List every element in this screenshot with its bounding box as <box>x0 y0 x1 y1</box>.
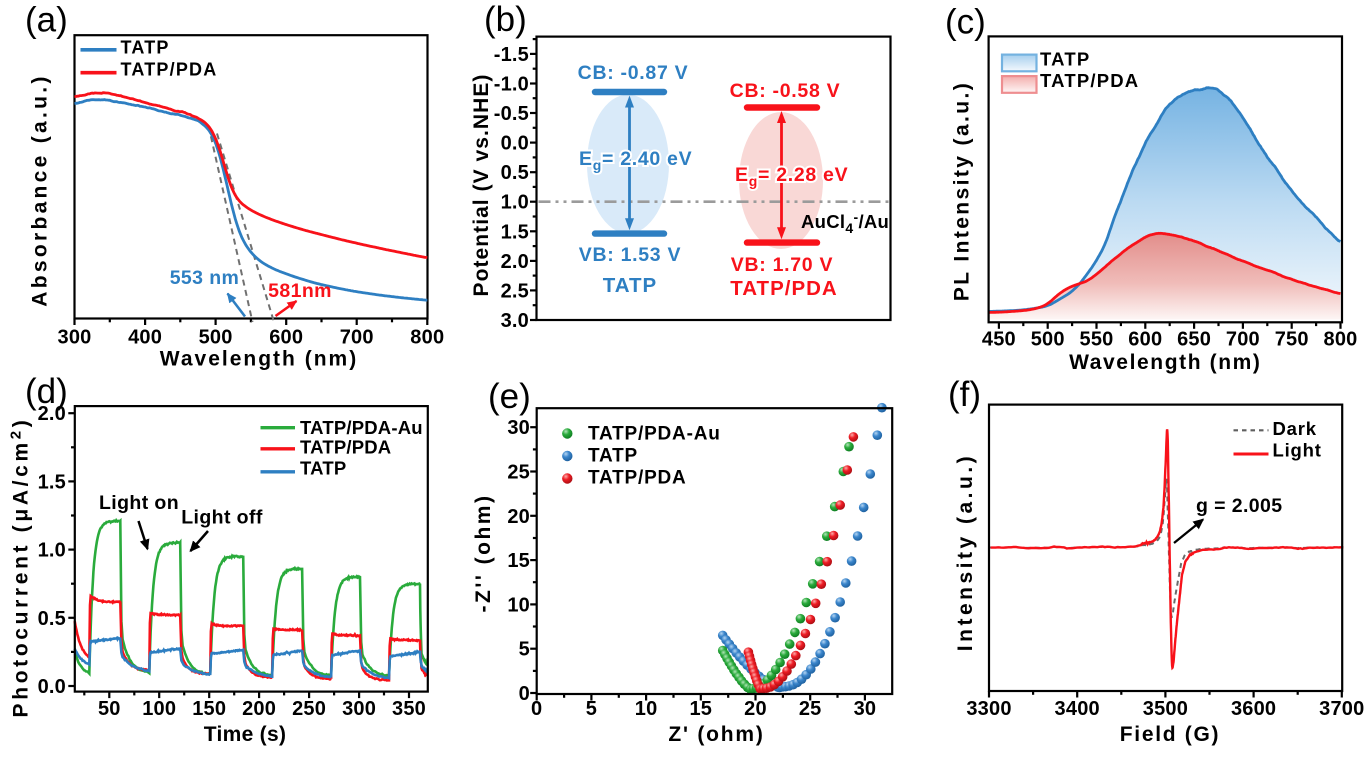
svg-text:Intensity (a.u.): Intensity (a.u.) <box>954 453 977 651</box>
svg-text:0.0: 0.0 <box>38 676 66 698</box>
svg-text:Dark: Dark <box>1273 418 1317 439</box>
svg-text:-0.5: -0.5 <box>494 103 529 125</box>
svg-text:(d): (d) <box>25 372 68 411</box>
svg-text:Wavelength (nm): Wavelength (nm) <box>160 348 358 371</box>
svg-text:30: 30 <box>854 698 877 720</box>
svg-text:Z' (ohm): Z' (ohm) <box>668 723 764 746</box>
svg-text:450: 450 <box>982 329 1016 351</box>
svg-text:30: 30 <box>507 417 530 439</box>
svg-text:TATP/PDA: TATP/PDA <box>300 437 391 458</box>
svg-text:2.0: 2.0 <box>38 403 66 425</box>
svg-text:600: 600 <box>1128 329 1162 351</box>
svg-text:1.0: 1.0 <box>501 192 529 214</box>
svg-text:AuCl4-/Au: AuCl4-/Au <box>801 209 889 236</box>
svg-text:Wavelength (nm): Wavelength (nm) <box>1069 351 1261 374</box>
svg-text:500: 500 <box>1031 329 1065 351</box>
svg-text:2.5: 2.5 <box>501 280 529 302</box>
svg-text:3300: 3300 <box>966 698 1011 720</box>
svg-text:3500: 3500 <box>1143 698 1188 720</box>
svg-text:TATP: TATP <box>1040 49 1090 70</box>
svg-text:(e): (e) <box>488 377 531 416</box>
svg-text:(c): (c) <box>945 3 986 42</box>
svg-text:Light on: Light on <box>99 492 179 514</box>
svg-text:700: 700 <box>1226 329 1260 351</box>
svg-text:600: 600 <box>269 327 303 349</box>
svg-text:Light: Light <box>1273 440 1322 461</box>
svg-text:Potential (V vs.NHE): Potential (V vs.NHE) <box>470 74 493 297</box>
svg-text:650: 650 <box>1177 329 1211 351</box>
svg-text:750: 750 <box>1275 329 1309 351</box>
svg-text:TATP: TATP <box>300 457 346 478</box>
svg-text:TATP/PDA: TATP/PDA <box>730 277 837 300</box>
svg-text:25: 25 <box>799 698 822 720</box>
svg-text:CB: -0.58 V: CB: -0.58 V <box>730 80 841 102</box>
svg-text:TATP/PDA: TATP/PDA <box>1040 70 1139 91</box>
svg-text:-1.0: -1.0 <box>494 74 529 96</box>
svg-text:3700: 3700 <box>1319 698 1364 720</box>
svg-text:0: 0 <box>531 698 542 720</box>
svg-text:(a): (a) <box>25 1 68 40</box>
svg-text:350: 350 <box>392 698 426 720</box>
svg-text:10: 10 <box>507 594 530 616</box>
svg-text:TATP/PDA-Au: TATP/PDA-Au <box>300 417 423 438</box>
svg-text:TATP: TATP <box>603 274 657 297</box>
svg-text:TATP/PDA-Au: TATP/PDA-Au <box>588 424 721 445</box>
svg-text:3.0: 3.0 <box>501 310 529 332</box>
svg-text:PL Intensity (a.u.): PL Intensity (a.u.) <box>951 81 974 301</box>
svg-text:15: 15 <box>507 550 530 572</box>
svg-text:5: 5 <box>519 639 530 661</box>
svg-text:200: 200 <box>242 698 276 720</box>
svg-text:TATP/PDA: TATP/PDA <box>588 468 687 489</box>
svg-text:Light off: Light off <box>181 506 263 528</box>
svg-text:800: 800 <box>1324 329 1358 351</box>
svg-text:3400: 3400 <box>1055 698 1100 720</box>
svg-text:800: 800 <box>410 327 444 349</box>
svg-text:VB: 1.70 V: VB: 1.70 V <box>731 254 833 276</box>
svg-text:250: 250 <box>292 698 326 720</box>
svg-text:-Z'' (ohm): -Z'' (ohm) <box>472 494 495 613</box>
svg-text:500: 500 <box>199 327 233 349</box>
svg-text:0.5: 0.5 <box>38 608 66 630</box>
svg-text:g = 2.005: g = 2.005 <box>1196 495 1283 517</box>
svg-text:0.5: 0.5 <box>501 162 529 184</box>
svg-text:550: 550 <box>1080 329 1114 351</box>
svg-text:400: 400 <box>128 327 162 349</box>
svg-text:TATP: TATP <box>588 446 638 467</box>
svg-text:5: 5 <box>586 698 597 720</box>
svg-text:700: 700 <box>340 327 374 349</box>
svg-text:300: 300 <box>58 327 92 349</box>
svg-text:Field (G): Field (G) <box>1120 723 1220 746</box>
svg-text:100: 100 <box>142 698 176 720</box>
svg-text:20: 20 <box>744 698 767 720</box>
svg-text:3600: 3600 <box>1231 698 1276 720</box>
svg-text:1.5: 1.5 <box>38 471 66 493</box>
svg-text:TATP/PDA: TATP/PDA <box>121 59 218 79</box>
svg-text:VB: 1.53 V: VB: 1.53 V <box>579 244 681 266</box>
svg-text:(b): (b) <box>484 0 527 39</box>
svg-text:0: 0 <box>519 683 530 705</box>
svg-text:20: 20 <box>507 506 530 528</box>
svg-text:TATP: TATP <box>121 37 170 57</box>
svg-text:1.0: 1.0 <box>38 540 66 562</box>
svg-text:581nm: 581nm <box>268 280 332 302</box>
svg-text:150: 150 <box>192 698 226 720</box>
svg-text:2.0: 2.0 <box>501 251 529 273</box>
svg-text:553 nm: 553 nm <box>170 267 240 289</box>
svg-text:300: 300 <box>342 698 376 720</box>
svg-text:0.0: 0.0 <box>501 133 529 155</box>
svg-text:50: 50 <box>98 698 121 720</box>
svg-text:1.5: 1.5 <box>501 221 529 243</box>
svg-text:-1.5: -1.5 <box>494 44 529 66</box>
svg-text:15: 15 <box>689 698 712 720</box>
svg-text:Absorbance (a.u.): Absorbance (a.u.) <box>29 73 52 306</box>
svg-text:10: 10 <box>635 698 658 720</box>
svg-text:Photocurrent (μA/cm2): Photocurrent (μA/cm2) <box>8 417 33 718</box>
svg-text:25: 25 <box>507 462 530 484</box>
svg-text:CB: -0.87 V: CB: -0.87 V <box>578 62 689 84</box>
svg-text:Time (s): Time (s) <box>204 723 287 746</box>
svg-text:(f): (f) <box>948 375 981 414</box>
